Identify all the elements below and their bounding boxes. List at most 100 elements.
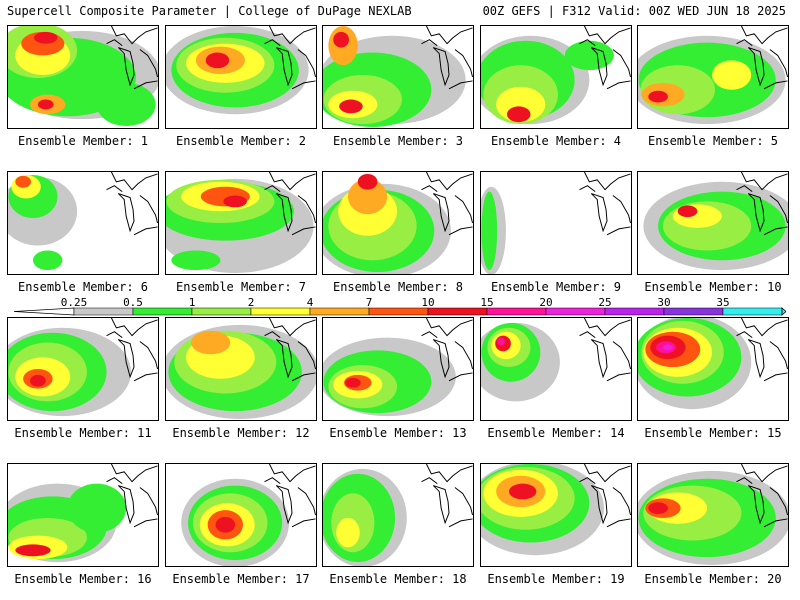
scp-contour-region — [347, 178, 388, 215]
scp-contour-field — [8, 172, 158, 271]
scp-contour-region — [506, 106, 531, 123]
great-lakes-outline — [769, 487, 788, 516]
ensemble-member-label: Ensemble Member: 9 — [490, 280, 622, 294]
great-lakes-outline — [264, 331, 281, 339]
legend-tick-label: 4 — [306, 296, 314, 309]
ensemble-member-label: Ensemble Member: 2 — [175, 134, 307, 148]
legend-tick-label: 35 — [716, 296, 730, 309]
scp-contour-field — [638, 26, 788, 125]
scp-contour-field — [481, 172, 631, 274]
scp-contour-region — [205, 52, 230, 69]
legend-tick-label: 30 — [657, 296, 671, 309]
legend-color-segment — [191, 307, 252, 316]
great-lakes-outline — [606, 372, 631, 382]
great-lakes-outline — [736, 331, 753, 339]
legend-color-segment — [427, 307, 488, 316]
great-lakes-outline — [454, 195, 473, 224]
great-lakes-outline — [275, 193, 293, 233]
great-lakes-outline — [297, 341, 316, 370]
scp-contour-field — [323, 318, 473, 417]
great-lakes-outline — [579, 39, 596, 47]
great-lakes-outline — [769, 49, 788, 78]
great-lakes-outline — [133, 372, 158, 382]
great-lakes-outline — [106, 185, 123, 193]
scp-contour-region — [171, 250, 221, 271]
great-lakes-outline — [297, 195, 316, 224]
great-lakes-outline — [736, 477, 753, 485]
scp-contour-region — [677, 205, 698, 218]
ensemble-member-map — [637, 25, 789, 129]
ensemble-member-map — [322, 25, 474, 129]
legend-tick-label: 20 — [539, 296, 553, 309]
scp-contour-region — [648, 502, 668, 515]
ensemble-member-label: Ensemble Member: 3 — [332, 134, 464, 148]
great-lakes-outline — [111, 172, 158, 191]
legend-tick-label: 10 — [421, 296, 435, 309]
great-lakes-outline — [117, 339, 135, 379]
great-lakes-outline — [269, 464, 316, 483]
great-lakes-outline — [432, 47, 450, 87]
ensemble-member-map — [637, 463, 789, 567]
ensemble-member-map — [7, 25, 159, 129]
great-lakes-outline — [454, 487, 473, 516]
great-lakes-outline — [454, 49, 473, 78]
great-lakes-outline — [421, 331, 438, 339]
great-lakes-outline — [590, 193, 608, 233]
ensemble-member-label: Ensemble Member: 12 — [172, 426, 310, 440]
great-lakes-outline — [590, 47, 608, 87]
ensemble-member-label: Ensemble Member: 11 — [14, 426, 152, 440]
great-lakes-outline — [139, 49, 158, 78]
great-lakes-outline — [741, 172, 788, 191]
great-lakes-outline — [432, 485, 450, 525]
great-lakes-outline — [590, 485, 608, 525]
great-lakes-outline — [747, 339, 765, 379]
scp-contour-region — [648, 90, 668, 103]
great-lakes-outline — [106, 331, 123, 339]
scp-contour-region — [15, 175, 32, 188]
ensemble-member-label: Ensemble Member: 16 — [14, 572, 152, 586]
ensemble-member-label: Ensemble Member: 4 — [490, 134, 622, 148]
great-lakes-outline — [747, 485, 765, 525]
great-lakes-outline — [275, 339, 293, 379]
great-lakes-outline — [584, 26, 631, 45]
great-lakes-outline — [426, 26, 473, 45]
great-lakes-outline — [264, 185, 281, 193]
scp-contour-region — [67, 483, 127, 533]
ensemble-member-map — [322, 317, 474, 421]
great-lakes-outline — [133, 226, 158, 236]
great-lakes-outline — [606, 226, 631, 236]
legend-color-segment — [486, 307, 547, 316]
ensemble-member-label: Ensemble Member: 17 — [172, 572, 310, 586]
great-lakes-outline — [747, 47, 765, 87]
great-lakes-outline — [291, 372, 316, 382]
scp-contour-field — [638, 464, 788, 566]
great-lakes-outline — [590, 339, 608, 379]
great-lakes-outline — [763, 80, 788, 90]
great-lakes-outline — [421, 39, 438, 47]
scp-contour-region — [564, 40, 614, 71]
scp-contour-region — [712, 60, 752, 90]
great-lakes-outline — [297, 49, 316, 78]
scp-contour-field — [166, 26, 316, 115]
great-lakes-outline — [763, 226, 788, 236]
great-lakes-outline — [139, 195, 158, 224]
ensemble-member-label: Ensemble Member: 5 — [647, 134, 779, 148]
great-lakes-outline — [741, 26, 788, 45]
scp-contour-field — [481, 318, 631, 402]
great-lakes-outline — [448, 226, 473, 236]
scp-contour-region — [37, 99, 54, 110]
great-lakes-outline — [133, 518, 158, 528]
scp-contour-field — [643, 172, 788, 271]
great-lakes-outline — [139, 487, 158, 516]
ensemble-member-label: Ensemble Member: 20 — [644, 572, 782, 586]
ensemble-member-map — [322, 171, 474, 275]
legend-color-segment — [368, 307, 429, 316]
great-lakes-outline — [736, 185, 753, 193]
scp-contour-field — [181, 464, 316, 566]
scp-contour-region — [662, 344, 673, 351]
great-lakes-outline — [111, 464, 158, 483]
great-lakes-outline — [139, 341, 158, 370]
scp-contour-region — [481, 191, 498, 271]
legend-color-segment — [663, 307, 724, 316]
scp-contour-field — [638, 318, 788, 410]
